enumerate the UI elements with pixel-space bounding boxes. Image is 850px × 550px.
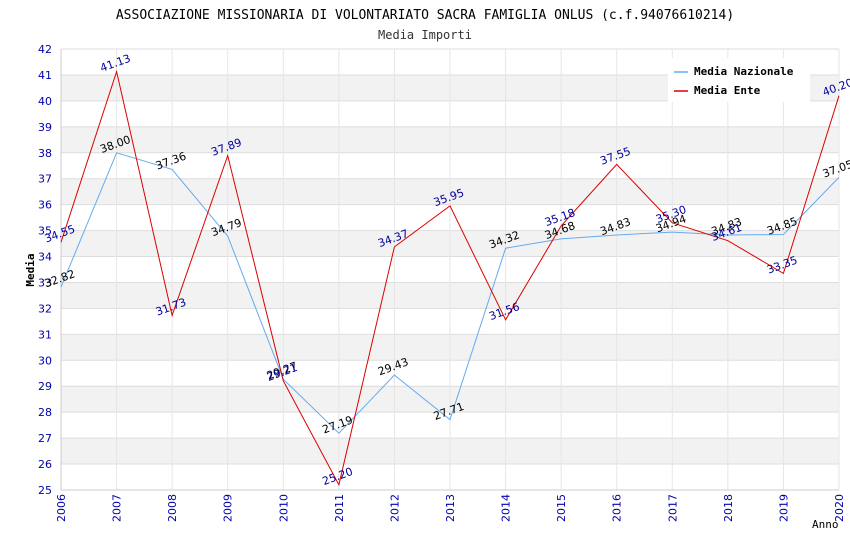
data-label: 25.20 [321, 465, 355, 488]
x-tick-label: 2014 [500, 494, 513, 522]
series-line-nazionale [60, 152, 840, 434]
x-tick-labels: 2006 2007 2008 2009 2010 2011 2012 2013 2014 2015… [55, 494, 846, 522]
y-tick-label: 34 [38, 251, 52, 264]
series-line-ente [60, 69, 840, 487]
y-tick-label: 25 [38, 484, 52, 497]
y-tick-label: 31 [38, 328, 52, 341]
x-tick-label: 2007 [111, 494, 124, 522]
legend-label-nazionale: Media Nazionale [694, 65, 794, 78]
x-tick-label: 2017 [666, 494, 679, 522]
data-label: 37.05 [821, 158, 850, 181]
series-lines [60, 69, 840, 487]
y-tick-label: 38 [38, 147, 52, 160]
y-tick-labels: 25 26 27 28 29 30 31 32 33 34 35 36 37 38 39 40 41 42 [38, 43, 52, 497]
x-tick-label: 2008 [166, 494, 179, 522]
grid-lines [60, 48, 840, 491]
y-axis-label: Media [24, 253, 37, 286]
data-labels: 32.8238.0037.3634.7929.2727.1929.4327.71… [43, 52, 850, 488]
axes [60, 49, 839, 491]
x-tick-label: 2015 [555, 494, 568, 522]
x-tick-label: 2018 [722, 494, 735, 522]
chart-subtitle: Media Importi [378, 28, 472, 42]
x-tick-label: 2011 [333, 494, 346, 522]
x-tick-label: 2009 [222, 494, 235, 522]
y-tick-label: 35 [38, 225, 52, 238]
y-tick-label: 42 [38, 43, 52, 56]
x-tick-label: 2006 [55, 494, 68, 522]
x-tick-label: 2016 [611, 494, 624, 522]
y-tick-label: 30 [38, 354, 52, 367]
data-label: 27.19 [321, 413, 355, 436]
x-axis-label: Anno [812, 518, 839, 531]
legend-label-ente: Media Ente [694, 84, 761, 97]
y-tick-label: 33 [38, 276, 52, 289]
x-tick-label: 2012 [388, 494, 401, 522]
y-tick-label: 26 [38, 458, 52, 471]
y-tick-label: 37 [38, 173, 52, 186]
legend-box [668, 58, 810, 102]
y-tick-label: 29 [38, 380, 52, 393]
y-tick-label: 40 [38, 95, 52, 108]
chart-title: ASSOCIAZIONE MISSIONARIA DI VOLONTARIATO… [116, 8, 734, 23]
x-tick-label: 2010 [277, 494, 290, 522]
y-tick-label: 28 [38, 406, 52, 419]
y-tick-label: 32 [38, 302, 52, 315]
x-tick-label: 2013 [444, 494, 457, 522]
x-tick-label: 2019 [777, 494, 790, 522]
x-tick-label: 2020 [833, 494, 846, 522]
y-tick-label: 36 [38, 199, 52, 212]
y-tick-label: 39 [38, 121, 52, 134]
y-tick-label: 41 [38, 69, 52, 82]
y-tick-label: 27 [38, 432, 52, 445]
data-label: 41.13 [98, 52, 132, 75]
legend: Media Nazionale Media Ente [668, 58, 810, 102]
